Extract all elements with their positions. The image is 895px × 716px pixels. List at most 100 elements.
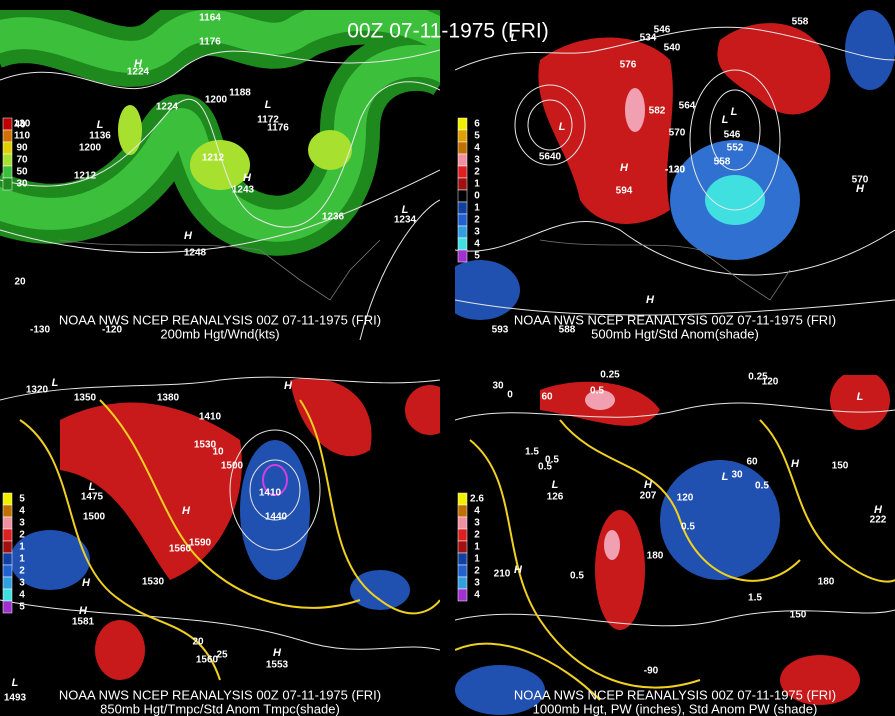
contour-label: 1590 (189, 538, 212, 549)
legend-label: 110 (14, 131, 31, 142)
contour-label: 546 (654, 25, 671, 36)
legend-label: 3 (474, 227, 480, 238)
contour-label: 1.5 (748, 593, 762, 604)
legend-swatch (457, 117, 468, 131)
contour-label: 582 (649, 106, 666, 117)
panel-500mb (455, 10, 895, 320)
legend-swatch (457, 540, 468, 554)
contour-label: 564 (679, 101, 696, 112)
pressure-center: L (722, 114, 729, 126)
legend-swatch (457, 576, 468, 590)
contour-label: 558 (714, 157, 731, 168)
legend-label: 4 (474, 239, 480, 250)
legend-swatch (457, 504, 468, 518)
legend-swatch (2, 576, 13, 590)
contour-label: 150 (790, 610, 807, 621)
contour-label: 0.5 (545, 455, 559, 466)
legend-label: 2 (19, 530, 25, 541)
contour-label: 1136 (89, 131, 111, 142)
pressure-center: H (243, 172, 252, 184)
contour-label: 1236 (322, 212, 345, 223)
contour-label: 1530 (142, 577, 165, 588)
legend-swatch (2, 117, 13, 131)
legend-swatch (2, 552, 13, 566)
legend-swatch (2, 516, 13, 530)
contour-label: 546 (724, 130, 741, 141)
legend-swatch (2, 165, 13, 179)
contour-label: 1410 (199, 412, 222, 423)
contour-label: 1560 (169, 544, 192, 555)
legend-swatch (2, 528, 13, 542)
legend-swatch (2, 600, 13, 614)
contour-label: 20 (14, 277, 26, 288)
pressure-center: L (731, 106, 738, 118)
pressure-center: L (722, 471, 729, 483)
legend-swatch (2, 540, 13, 554)
pressure-center: L (559, 121, 566, 133)
legend-swatch (457, 189, 468, 203)
pressure-center: H (79, 605, 88, 617)
contour-label: 60 (541, 392, 553, 403)
pressure-center: L (12, 677, 19, 689)
legend-swatch (457, 516, 468, 530)
contour-label: 1500 (83, 512, 106, 523)
contour-label: 594 (616, 186, 633, 197)
legend-swatch (457, 141, 468, 155)
legend-swatch (457, 588, 468, 602)
caption: NOAA NWS NCEP REANALYSIS 00Z 07-11-1975 … (59, 687, 381, 702)
contour-label: 0.25 (600, 370, 620, 381)
contour-label: 126 (547, 492, 564, 503)
contour-label: -120 (665, 165, 685, 176)
contour-label: 1530 (194, 440, 217, 451)
caption: 850mb Hgt/Tmpc/Std Anom Tmpc(shade) (100, 701, 340, 716)
contour-label: 10 (212, 447, 224, 458)
legend-swatch (457, 552, 468, 566)
contour-label: 1475 (81, 492, 104, 503)
contour-label: 1212 (74, 171, 97, 182)
caption: NOAA NWS NCEP REANALYSIS 00Z 07-11-1975 … (59, 312, 381, 327)
legend-swatch (457, 528, 468, 542)
legend-label: 30 (16, 179, 28, 190)
pressure-center: H (284, 380, 293, 392)
legend-label: 2.6 (470, 494, 484, 505)
contour-label: 0 (507, 390, 513, 401)
pressure-center: H (184, 230, 193, 242)
pressure-center: H (134, 58, 143, 70)
contour-label: 593 (492, 325, 509, 336)
contour-label: 552 (727, 143, 744, 154)
legend-label: 5 (474, 131, 480, 142)
legend-label: 5 (19, 494, 25, 505)
pressure-center: L (552, 479, 559, 491)
contour-label: 5640 (539, 152, 562, 163)
pressure-center: H (646, 294, 655, 306)
panel-1000mb (455, 375, 895, 715)
pressure-center: H (644, 479, 653, 491)
legend-swatch (457, 564, 468, 578)
contour-label: 0.5 (681, 522, 695, 533)
legend-swatch (457, 213, 468, 227)
contour-label: 1234 (394, 215, 417, 226)
pressure-center: L (97, 119, 104, 131)
contour-label: 1224 (156, 102, 179, 113)
contour-label: 1176 (267, 123, 289, 134)
legend-swatch (2, 492, 13, 506)
legend-label: 4 (474, 506, 480, 517)
legend-label: 3 (474, 518, 480, 529)
legend-swatch (2, 129, 13, 143)
contour-label: 1493 (4, 693, 27, 704)
caption: 1000mb Hgt, PW (inches), Std Anom PW (sh… (533, 701, 818, 716)
contour-label: 534 (640, 33, 657, 44)
legend-label: 130 (14, 119, 31, 130)
contour-label: 1224 (127, 67, 150, 78)
pressure-center: H (620, 162, 629, 174)
contour-label: -130 (30, 325, 50, 336)
legend-swatch (457, 129, 468, 143)
main-title: 00Z 07-11-1975 (FRI) (347, 20, 549, 43)
contour-label: 20 (192, 637, 204, 648)
contour-label: 540 (664, 43, 681, 54)
pressure-center: H (791, 458, 800, 470)
pressure-center: L (857, 391, 864, 403)
caption: NOAA NWS NCEP REANALYSIS 00Z 07-11-1975 … (514, 687, 836, 702)
contour-label: 1176 (199, 37, 221, 48)
